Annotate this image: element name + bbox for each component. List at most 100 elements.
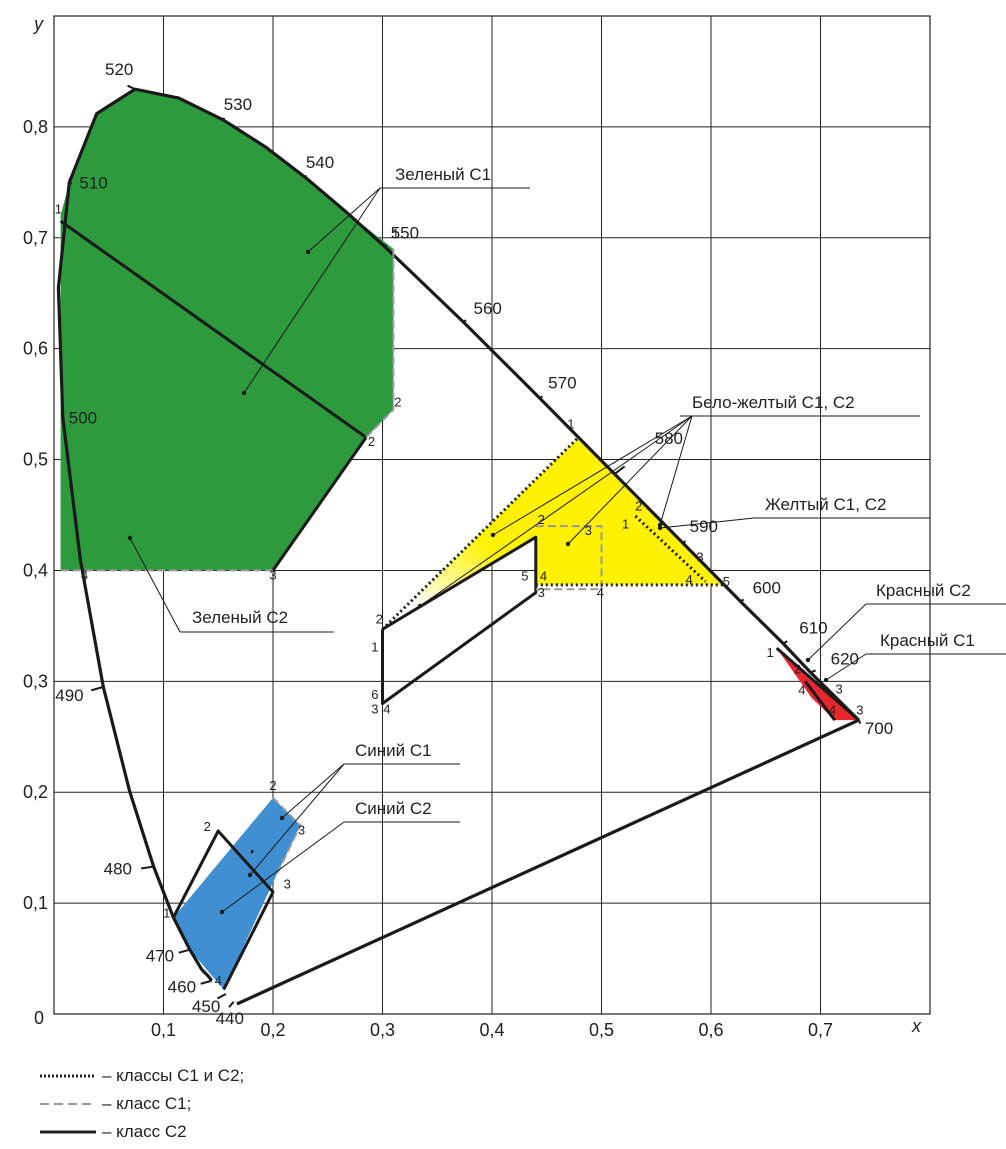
- wavelength-label: 540: [306, 153, 334, 172]
- wavelength-tick: [216, 993, 227, 1000]
- callout-leader: [221, 821, 345, 913]
- boundary-dashed: [365, 248, 395, 439]
- boundary-dashed: [535, 525, 603, 591]
- wavelength-label: 620: [831, 649, 859, 668]
- chromaticity-diagram: 4404504604704804905005105205305405505605…: [23, 14, 1006, 1040]
- wavelength-label: 590: [690, 517, 718, 536]
- wavelength-tick: [178, 948, 191, 954]
- boundary-solid: [172, 829, 275, 991]
- callout-leader: [281, 763, 345, 819]
- region-blue: [173, 797, 301, 990]
- legend-item-dashed: – класс С1;: [40, 1090, 244, 1118]
- wavelength-label: 510: [79, 173, 107, 192]
- y-tick-label: 0,1: [23, 893, 48, 913]
- boundary-solid: [250, 849, 254, 854]
- corner-number: 3: [371, 701, 378, 716]
- color-regions: [60, 89, 859, 990]
- wavelength-label: 700: [865, 719, 893, 738]
- corner-number: 1: [392, 226, 399, 241]
- boundary-lines: [59, 219, 860, 991]
- callout-leader: [492, 415, 693, 536]
- wavelength-tick: [140, 865, 154, 870]
- callout-leader: [419, 415, 693, 607]
- wavelength-tick: [857, 719, 862, 725]
- corner-number: 4: [215, 973, 222, 988]
- region-yellow: [382, 437, 725, 630]
- wavelength-label: 600: [753, 578, 781, 597]
- wavelength-label: 480: [104, 860, 132, 879]
- corner-number: 6: [371, 687, 378, 702]
- wavelength-label: 550: [391, 224, 419, 243]
- y-tick-label: 0,4: [23, 560, 48, 580]
- wavelength-tick: [539, 395, 543, 400]
- boundary-solid: [59, 219, 367, 439]
- corner-number: 2: [376, 612, 383, 627]
- callout-leader: [307, 187, 381, 253]
- callout-dot: [305, 249, 311, 255]
- region-label-green_c2: Зеленый С2: [192, 608, 288, 627]
- y-tick-label: 0,6: [23, 339, 48, 359]
- region-label-green_c1: Зеленый С1: [395, 165, 491, 184]
- callout-leader: [243, 187, 381, 394]
- y-tick-label: 0,8: [23, 117, 48, 137]
- region-label-blue_c1: Синий С1: [355, 741, 432, 760]
- callout-leader: [129, 537, 181, 633]
- x-tick-label: 0,7: [808, 1020, 833, 1040]
- wavelength-tick: [740, 598, 745, 603]
- wavelength-tick: [62, 416, 65, 420]
- wavelength-tick: [200, 979, 212, 985]
- boundary-solid: [775, 646, 860, 722]
- x-tick-label: 0,5: [589, 1020, 614, 1040]
- callout-dot: [247, 872, 253, 878]
- dashed-line-icon: [40, 1103, 96, 1105]
- corner-number: 3: [856, 703, 863, 718]
- corner-number: 2: [794, 662, 801, 677]
- region-callouts: Зеленый С1 Зеленый С2 Бело-желтый С1, С2 Же…: [127, 165, 1006, 915]
- corner-number: 4: [798, 683, 805, 698]
- wavelength-label: 530: [224, 95, 252, 114]
- corner-number: 3: [284, 877, 291, 892]
- legend: – классы С1 и С2; – класс С1; – класс С2: [40, 1062, 244, 1146]
- dotted-line-icon: [40, 1074, 96, 1078]
- corner-number: 1: [622, 516, 629, 531]
- corner-number: 2: [394, 394, 401, 409]
- corner-number: 2: [635, 499, 642, 514]
- corner-number: 4: [829, 703, 836, 718]
- corner-number: 4: [540, 568, 547, 583]
- legend-item-solid: – класс С2: [40, 1118, 244, 1146]
- y-tick-label: 0,7: [23, 228, 48, 248]
- corner-number: 4: [597, 585, 604, 600]
- wavelength-tick: [68, 181, 73, 185]
- wavelength-tick: [682, 540, 687, 545]
- wavelength-label: 490: [55, 686, 83, 705]
- spectral-locus: [56, 87, 860, 1006]
- callout-leader: [807, 603, 867, 661]
- wavelength-label: 520: [105, 60, 133, 79]
- region-label-white_yellow: Бело-желтый С1, С2: [692, 393, 855, 412]
- axis-ticks: 0,1 0,2 0,3 0,4 0,5 0,6 0,7 0,1 0,2 0,3 0,4 0,5 0,6 0…: [23, 117, 833, 1040]
- wavelength-label: 450: [192, 997, 220, 1016]
- corner-number: 3: [298, 822, 305, 837]
- callout-dot: [805, 657, 811, 663]
- wavelength-label: 460: [168, 978, 196, 997]
- region-label-red_c2: Красный С2: [876, 581, 971, 600]
- region-label-blue_c2: Синий С2: [355, 799, 432, 818]
- corner-number: 3: [585, 523, 592, 538]
- callout-dot: [565, 541, 571, 547]
- wavelength-tick: [228, 1001, 235, 1008]
- callout-dot: [490, 532, 496, 538]
- locus-curve: [56, 87, 860, 982]
- legend-label-solid: – класс С2: [102, 1122, 187, 1141]
- x-tick-label: 0,3: [370, 1020, 395, 1040]
- legend-label-dashed: – класс С1;: [102, 1094, 192, 1113]
- x-tick-label: 0,1: [151, 1020, 176, 1040]
- callout-leader: [825, 653, 867, 681]
- legend-item-dotted: – классы С1 и С2;: [40, 1062, 244, 1090]
- corner-number: 1: [163, 906, 170, 921]
- callout-leader: [567, 415, 693, 545]
- corner-number: 5: [521, 568, 528, 583]
- wavelength-label: 610: [799, 619, 827, 638]
- legend-label-dotted: – классы С1 и С2;: [102, 1066, 245, 1085]
- x-tick-label: 0,2: [260, 1020, 285, 1040]
